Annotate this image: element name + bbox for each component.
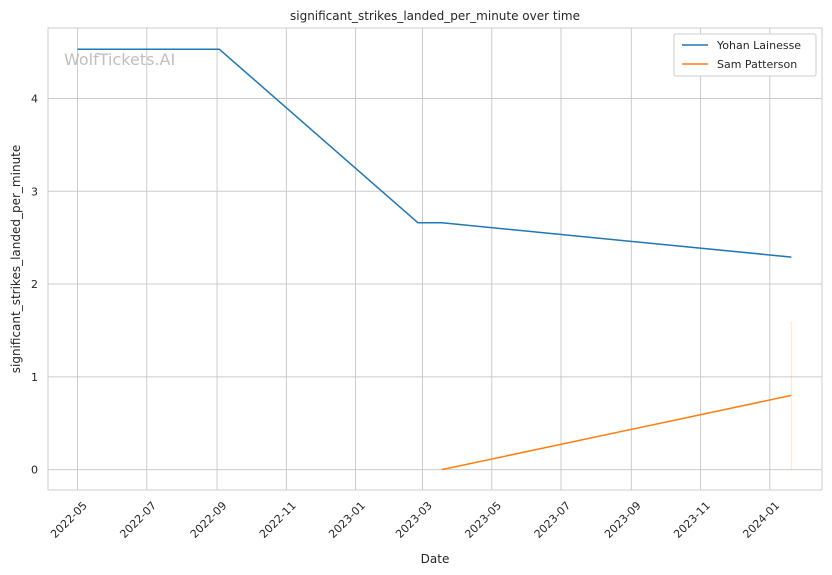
y-axis-ticks: 0 1 2 3 4 (31, 93, 38, 477)
x-tick-label: 2024-01 (740, 499, 782, 541)
series-lines (77, 48, 792, 471)
series-line (441, 394, 792, 471)
grid-lines (48, 28, 822, 490)
plot-area (47, 27, 823, 491)
x-tick-label: 2022-07 (117, 499, 159, 541)
x-tick-label: 2022-11 (257, 499, 299, 541)
legend-label-sam: Sam Patterson (717, 58, 797, 71)
y-tick-label: 2 (31, 278, 38, 291)
legend-box (673, 33, 817, 77)
x-tick-label: 2023-01 (326, 499, 368, 541)
x-tick-label: 2023-03 (393, 499, 435, 541)
x-axis-label: Date (421, 552, 450, 566)
y-axis-label: significant_strikes_landed_per_minute (9, 145, 23, 374)
x-tick-label: 2022-09 (188, 499, 230, 541)
x-tick-label: 2022-05 (48, 499, 90, 541)
y-tick-label: 1 (31, 371, 38, 384)
series-line (77, 48, 792, 258)
y-tick-label: 3 (31, 185, 38, 198)
x-tick-label: 2023-11 (671, 499, 713, 541)
x-tick-label: 2023-05 (462, 499, 504, 541)
legend: Yohan Lainesse Sam Patterson (673, 33, 817, 77)
y-tick-label: 0 (31, 464, 38, 477)
legend-label-yohan: Yohan Lainesse (716, 39, 801, 52)
x-axis-ticks: 2022-05 2022-07 2022-09 2022-11 2023-01 2023-… (48, 499, 782, 541)
x-tick-label: 2023-07 (532, 499, 574, 541)
y-tick-label: 4 (31, 93, 38, 106)
chart-title: significant_strikes_landed_per_minute ov… (290, 9, 580, 23)
x-tick-label: 2023-09 (602, 499, 644, 541)
watermark: WolfTickets.AI (64, 50, 175, 69)
